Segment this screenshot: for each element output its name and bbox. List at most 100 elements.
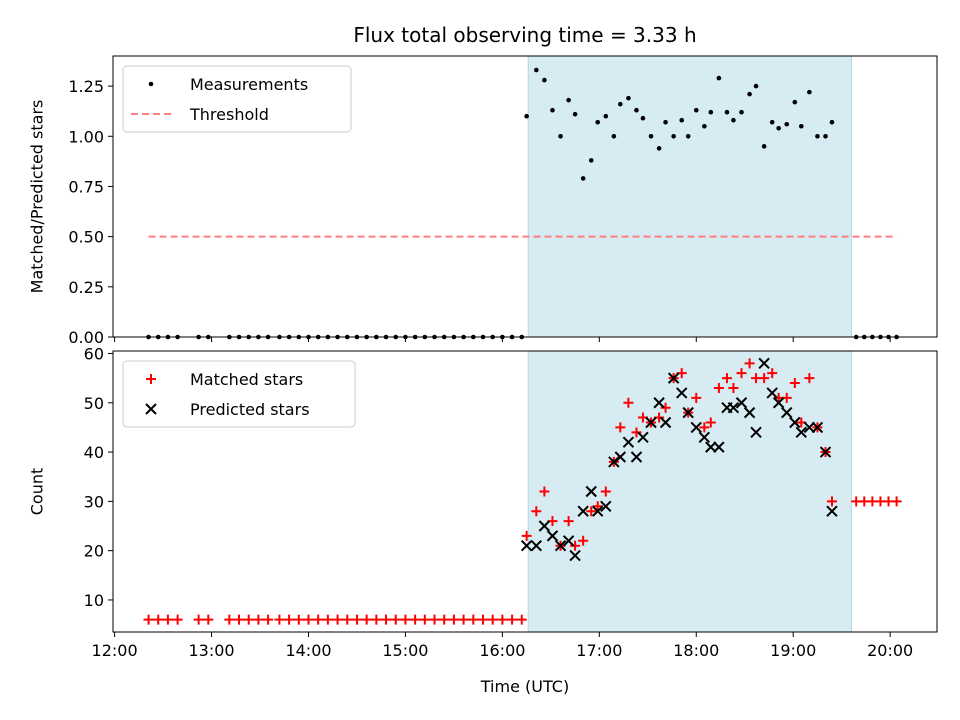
measurements-series — [146, 67, 899, 340]
data-point — [293, 614, 304, 625]
data-point — [776, 125, 781, 131]
data-point — [284, 614, 295, 625]
data-point — [829, 119, 835, 125]
data-point — [811, 421, 824, 434]
x-tick-label: 16:00 — [479, 641, 525, 660]
data-point — [591, 505, 604, 517]
x-tick-label: 12:00 — [92, 641, 138, 660]
data-point — [274, 614, 285, 625]
data-point — [698, 431, 711, 443]
y-tick-label: 30 — [84, 492, 104, 511]
legend-label: Matched stars — [190, 370, 303, 389]
y-tick-label: 0.75 — [68, 177, 104, 196]
data-point — [626, 95, 631, 101]
legend-marker — [146, 374, 156, 384]
x-tick-label: 13:00 — [189, 641, 235, 660]
legend-label: Measurements — [190, 75, 308, 94]
data-point — [585, 485, 597, 498]
data-point — [390, 614, 401, 625]
x-tick-label: 19:00 — [770, 641, 816, 660]
data-point — [789, 416, 801, 429]
data-point — [645, 416, 657, 429]
data-point — [381, 614, 392, 625]
data-point — [193, 614, 204, 625]
data-point — [784, 121, 790, 127]
data-point — [663, 119, 668, 125]
y-tick-label: 0.25 — [68, 278, 104, 297]
x-tick-label: 17:00 — [576, 641, 622, 660]
data-point — [303, 614, 314, 625]
data-point — [530, 540, 543, 552]
data-point — [592, 501, 603, 512]
data-point — [313, 614, 324, 625]
bottom-y-axis-label: Count — [28, 468, 47, 516]
x-tick-label: 18:00 — [673, 641, 719, 660]
data-point — [521, 530, 532, 541]
top-x-ticks — [114, 337, 891, 342]
data-point — [630, 451, 643, 463]
data-point — [826, 496, 837, 507]
bottom-legend: Matched stars Predicted stars — [122, 360, 356, 428]
data-point — [728, 382, 739, 393]
data-point — [753, 83, 759, 89]
data-point — [524, 113, 529, 119]
data-point — [558, 133, 563, 139]
data-point — [640, 115, 646, 121]
data-point — [891, 496, 902, 507]
data-point — [736, 368, 747, 379]
data-point — [759, 373, 770, 384]
data-point — [172, 614, 183, 625]
data-point — [747, 91, 752, 97]
data-point — [761, 144, 767, 149]
data-point — [618, 101, 623, 107]
data-point — [750, 426, 762, 439]
top-y-ticks: 0.00 0.25 0.50 0.75 1.00 1.25 — [68, 77, 113, 347]
data-point — [546, 530, 559, 542]
data-point — [507, 614, 518, 625]
data-point — [577, 505, 589, 517]
data-point — [572, 111, 578, 117]
chart-title: Flux total observing time = 3.33 h — [353, 23, 696, 47]
y-tick-label: 20 — [84, 542, 104, 561]
data-point — [322, 614, 333, 625]
data-point — [772, 397, 785, 409]
x-tick-label: 15:00 — [382, 641, 428, 660]
y-tick-label: 1.00 — [68, 127, 104, 146]
top-legend: Measurements Threshold — [122, 65, 352, 133]
data-point — [713, 441, 725, 453]
data-point — [563, 516, 574, 527]
data-point — [538, 520, 551, 532]
y-tick-label: 0.00 — [68, 328, 104, 347]
data-point — [439, 614, 450, 625]
data-point — [727, 401, 740, 414]
data-point — [804, 373, 815, 384]
data-point — [614, 451, 627, 463]
data-point — [516, 614, 527, 625]
data-point — [253, 614, 264, 625]
y-tick-label: 1.25 — [68, 77, 104, 96]
data-point — [744, 358, 755, 369]
data-point — [656, 146, 662, 151]
data-point — [468, 614, 479, 625]
data-point — [769, 119, 775, 125]
x-tick-label: 20:00 — [867, 641, 913, 660]
data-point — [586, 506, 597, 517]
data-point — [162, 614, 173, 625]
data-point — [351, 614, 362, 625]
legend-label: Predicted stars — [190, 400, 310, 419]
data-point — [766, 387, 778, 399]
y-tick-label: 50 — [84, 394, 104, 413]
data-point — [234, 614, 245, 625]
data-point — [659, 416, 672, 429]
data-point — [580, 176, 586, 181]
data-point — [243, 614, 254, 625]
shaded-region-bottom — [527, 350, 852, 633]
data-point — [458, 614, 469, 625]
data-point — [735, 397, 748, 409]
data-point — [600, 486, 611, 497]
data-point — [371, 614, 382, 625]
data-point — [795, 426, 807, 439]
bottom-x-ticks: 12:00 13:00 14:00 15:00 16:00 17:00 18:00 19:00… — [92, 632, 913, 660]
data-point — [611, 133, 617, 139]
data-point — [807, 89, 812, 95]
